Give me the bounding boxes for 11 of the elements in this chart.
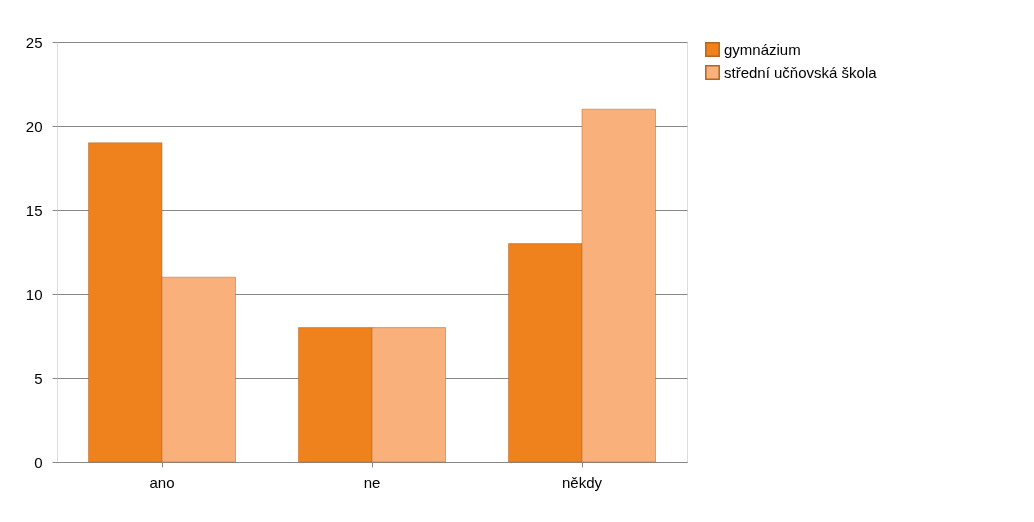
y-tick-label: 20 [25, 117, 43, 135]
x-tick-label: někdy [561, 473, 603, 491]
x-tick-label: ano [149, 473, 175, 491]
legend-label: gymnázium [724, 40, 801, 58]
x-tick-label: ne [363, 473, 381, 491]
y-tick-label: 25 [25, 33, 43, 51]
y-tick-label: 0 [34, 453, 43, 471]
y-tick-label: 15 [25, 201, 43, 219]
y-tick-label: 10 [25, 285, 43, 303]
y-tick-label: 5 [34, 369, 43, 387]
legend-label: střední učňovská škola [724, 63, 878, 81]
